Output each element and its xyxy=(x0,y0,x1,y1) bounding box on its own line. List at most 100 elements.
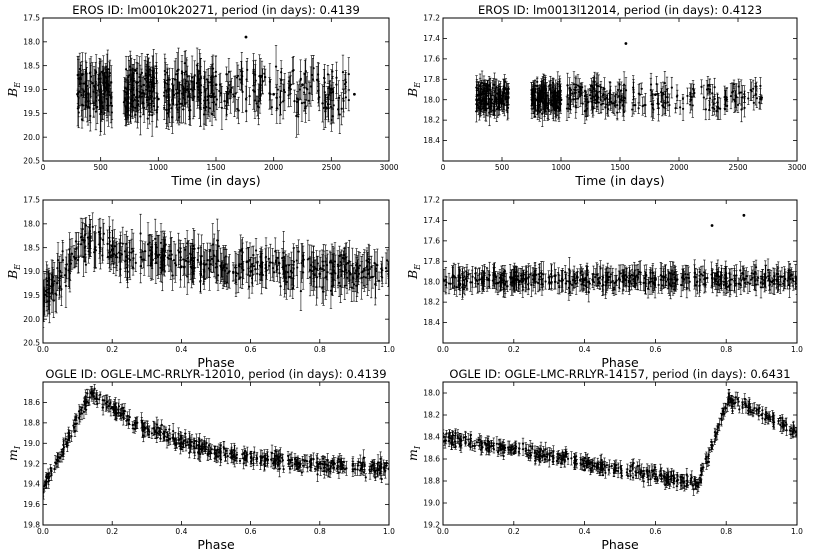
data-point xyxy=(252,89,255,92)
data-point xyxy=(732,83,736,86)
data-point xyxy=(353,92,356,96)
data-point xyxy=(293,100,296,103)
data-point xyxy=(733,98,736,101)
data-point xyxy=(576,97,580,100)
data-point xyxy=(268,80,271,83)
x-tick-label: 2000 xyxy=(264,163,283,172)
x-axis-label: Time (in days) xyxy=(170,173,260,188)
data-point xyxy=(488,83,491,86)
data-point xyxy=(713,86,716,89)
data-point xyxy=(198,99,201,102)
data-point xyxy=(538,93,542,96)
data-point xyxy=(725,96,728,99)
data-point xyxy=(623,97,627,100)
data-point xyxy=(148,98,151,101)
data-point xyxy=(507,87,510,90)
data-point xyxy=(736,103,740,107)
data-point xyxy=(620,99,623,102)
data-point xyxy=(480,100,484,103)
data-point xyxy=(574,92,577,95)
data-point xyxy=(559,91,562,94)
data-point xyxy=(154,237,157,240)
data-point xyxy=(329,88,333,91)
data-point xyxy=(241,90,244,93)
data-point xyxy=(192,98,195,102)
data-point xyxy=(253,90,256,93)
data-point xyxy=(130,251,133,254)
data-point xyxy=(491,86,494,90)
data-point xyxy=(144,72,147,75)
data-point xyxy=(255,102,258,105)
data-point xyxy=(536,98,539,102)
data-point xyxy=(214,70,217,74)
data-point xyxy=(131,99,134,103)
data-point xyxy=(214,103,217,106)
y-tick-label: 17.2 xyxy=(423,14,440,23)
data-point xyxy=(83,90,86,93)
data-point xyxy=(579,95,582,98)
data-point xyxy=(477,93,480,96)
data-point xyxy=(483,99,486,103)
data-point xyxy=(166,82,169,85)
data-point xyxy=(317,80,320,83)
data-point xyxy=(335,76,338,79)
data-point xyxy=(242,268,245,272)
data-point xyxy=(566,94,569,97)
data-point xyxy=(704,108,707,111)
data-point xyxy=(298,88,301,91)
data-point xyxy=(143,77,146,80)
data-point xyxy=(754,85,757,88)
data-point xyxy=(493,100,496,103)
data-point xyxy=(537,92,540,95)
data-point xyxy=(134,261,137,264)
data-point xyxy=(614,99,617,102)
data-point xyxy=(580,92,583,95)
data-point xyxy=(637,107,640,110)
data-point xyxy=(291,69,294,72)
data-point xyxy=(640,87,643,90)
data-point xyxy=(134,96,138,99)
data-point xyxy=(148,102,151,105)
data-point xyxy=(235,76,239,79)
chart-title: EROS ID: lm0010k20271, period (in days):… xyxy=(72,3,360,17)
chart-panel-2: 0 500 1000 1500 2000 2500 3000 17.2 17.4 17.6 17.8… xyxy=(405,3,807,188)
data-point xyxy=(220,106,223,109)
data-point xyxy=(300,102,304,105)
data-point xyxy=(199,280,202,283)
data-point xyxy=(297,115,300,118)
data-point xyxy=(296,266,299,269)
data-point xyxy=(740,91,743,94)
data-point xyxy=(307,99,311,102)
data-point xyxy=(87,92,90,95)
data-point xyxy=(731,90,735,93)
data-point xyxy=(551,86,554,89)
data-point xyxy=(595,98,598,102)
data-point xyxy=(171,102,175,105)
data-point xyxy=(142,83,145,87)
data-point xyxy=(337,96,340,99)
data-point xyxy=(270,106,273,109)
data-point xyxy=(616,104,619,107)
data-point xyxy=(536,84,539,87)
data-point xyxy=(236,107,239,111)
data-point xyxy=(204,96,207,99)
data-point xyxy=(183,62,186,65)
data-point xyxy=(253,99,257,102)
data-point xyxy=(213,95,216,98)
x-tick-label: 3000 xyxy=(787,163,806,172)
data-point xyxy=(490,98,494,101)
data-point xyxy=(163,69,166,73)
data-point xyxy=(79,76,82,79)
data-point xyxy=(317,89,320,93)
data-point xyxy=(331,90,335,93)
data-point xyxy=(100,70,104,74)
data-point xyxy=(308,92,311,95)
data-point xyxy=(543,108,546,111)
data-point xyxy=(297,98,300,101)
data-point xyxy=(226,87,229,90)
data-point xyxy=(110,111,113,114)
y-tick-label: 18.5 xyxy=(23,61,40,70)
data-point xyxy=(706,84,710,87)
data-point xyxy=(549,101,552,104)
data-point xyxy=(743,106,746,110)
